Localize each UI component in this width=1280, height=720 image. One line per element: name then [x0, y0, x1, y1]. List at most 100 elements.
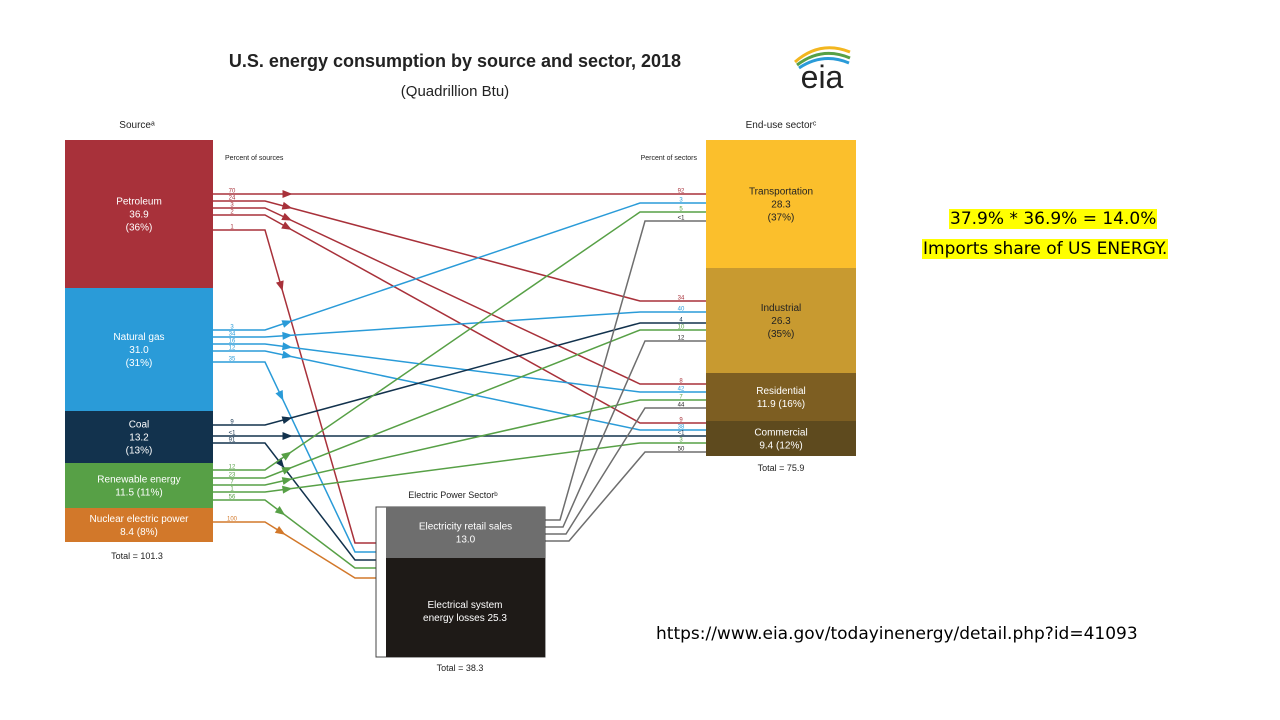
- svg-text:(31%): (31%): [126, 358, 153, 369]
- source-percent-label: 12: [229, 465, 236, 471]
- sector-percent-label: 50: [678, 447, 685, 453]
- source-percent-label: 9: [230, 420, 234, 426]
- svg-text:Renewable energy: Renewable energy: [97, 475, 180, 486]
- flow-petroleum-to-commercial: 29: [213, 210, 706, 424]
- source-url[interactable]: https://www.eia.gov/todayinenergy/detail…: [656, 624, 1138, 644]
- sector-percent-label: 10: [678, 325, 685, 331]
- flow-retail-to-transportation: <1: [545, 216, 706, 521]
- sector-percent-label: <1: [678, 216, 686, 222]
- svg-text:Industrial: Industrial: [761, 303, 802, 314]
- source-total: Total = 101.3: [111, 551, 163, 561]
- source-percent-label: <1: [229, 431, 237, 437]
- sector-box-residential: Residential 11.9 (16%): [706, 373, 856, 421]
- flow-renewable-to-transportation: 125: [213, 207, 706, 471]
- svg-text:26.3: 26.3: [771, 316, 791, 327]
- sector-percent-label: 92: [678, 189, 685, 195]
- flow-coal-to-commercial: <1 <1: [213, 431, 706, 440]
- source-percent-label: 3: [230, 203, 234, 209]
- sector-percent-label: 12: [678, 336, 685, 342]
- flow-gas-to-commercial: 12 38: [213, 346, 706, 431]
- source-percent-label: 56: [229, 495, 236, 501]
- source-box-nuclear: Nuclear electric power 8.4 (8%): [65, 508, 213, 542]
- sector-percent-label: 34: [678, 296, 685, 302]
- flow-coal-to-electric: 91: [213, 438, 376, 561]
- flow-petroleum-to-industrial: 24 34: [213, 196, 706, 302]
- boxes: Petroleum 36.9 (36%) Natural gas 31.0 (31%) Co…: [65, 140, 856, 658]
- flow-arrow-icon: [281, 201, 293, 210]
- svg-text:(37%): (37%): [768, 213, 795, 224]
- sector-percent-label: 3: [679, 198, 683, 204]
- electric-total: Total = 38.3: [437, 663, 484, 673]
- flow-nuclear-to-electric: 100: [213, 517, 376, 579]
- electric-power-header: Electric Power Sectorᵇ: [408, 490, 498, 500]
- electric-losses-box: Electrical system energy losses 25.3: [386, 558, 545, 657]
- source-percent-label: 34: [229, 332, 236, 338]
- flow-arrow-icon: [274, 457, 285, 469]
- flow-arrow-icon: [281, 416, 293, 425]
- flow-arrow-icon: [281, 320, 293, 328]
- annotation-imports: Imports share of US ENERGY.: [922, 239, 1169, 259]
- svg-text:Coal: Coal: [129, 420, 150, 431]
- source-percent-label: 3: [230, 325, 234, 331]
- flow-arrow-icon: [281, 477, 293, 485]
- sector-box-transportation: Transportation 28.3 (37%): [706, 140, 856, 268]
- flow-retail-to-residential: 44: [545, 403, 706, 535]
- flow-arrow-icon: [282, 485, 293, 494]
- sector-header: End-use sectorᶜ: [746, 120, 817, 131]
- source-percent-label: 12: [229, 346, 236, 352]
- source-percent-label: 24: [229, 196, 236, 202]
- sector-percent-label: 7: [679, 395, 683, 401]
- svg-text:11.5 (11%): 11.5 (11%): [115, 488, 162, 499]
- source-header: Sourceᵃ: [119, 120, 155, 131]
- svg-text:eia: eia: [801, 59, 844, 95]
- diagram-title: U.S. energy consumption by source and se…: [229, 51, 681, 71]
- flow-arrow-icon: [275, 389, 284, 401]
- flow-petroleum-to-electric: 1: [213, 225, 376, 544]
- svg-text:Commercial: Commercial: [754, 428, 807, 439]
- percent-of-sectors-label: Percent of sectors: [641, 155, 698, 162]
- flow-renewable-to-electric: 56: [213, 495, 376, 569]
- source-percent-label: 100: [227, 517, 238, 523]
- svg-text:(13%): (13%): [126, 446, 153, 457]
- percent-of-sources-label: Percent of sources: [225, 155, 284, 162]
- sector-percent-label: 42: [678, 387, 685, 393]
- flow-arrow-icon: [274, 506, 286, 516]
- flow-gas-to-electric: 35: [213, 357, 376, 553]
- svg-text:Electrical system: Electrical system: [427, 600, 502, 611]
- svg-text:Transportation: Transportation: [749, 187, 813, 198]
- flow-renewable-to-commercial: 13: [213, 438, 706, 494]
- sector-percent-label: 3: [679, 438, 683, 444]
- flow-petroleum-to-transportation: 70 92: [213, 189, 706, 198]
- flow-renewable-to-industrial: 23 10: [213, 325, 706, 479]
- sector-percent-label: 38: [678, 425, 685, 431]
- sector-percent-label: 4: [679, 318, 683, 324]
- svg-text:(36%): (36%): [126, 223, 153, 234]
- source-percent-label: 35: [229, 357, 236, 363]
- sector-box-industrial: Industrial 26.3 (35%): [706, 268, 856, 373]
- flow-arrow-icon: [282, 342, 293, 351]
- source-percent-label: 1: [230, 487, 234, 493]
- flow-arrow-icon: [282, 331, 293, 340]
- svg-text:11.9 (16%): 11.9 (16%): [757, 399, 805, 410]
- svg-text:31.0: 31.0: [129, 345, 149, 356]
- source-percent-label: 91: [229, 438, 236, 444]
- annotation-formula: 37.9% * 36.9% = 14.0%: [949, 209, 1158, 229]
- source-box-coal: Coal 13.2 (13%): [65, 411, 213, 463]
- flow-retail-to-commercial: 50: [545, 447, 706, 542]
- annotation-line2: Imports share of US ENERGY.: [922, 239, 1169, 259]
- flow-arrow-icon: [282, 432, 293, 440]
- diagram-subtitle: (Quadrillion Btu): [401, 83, 509, 100]
- source-percent-label: 70: [229, 189, 236, 195]
- flow-arrow-icon: [281, 467, 293, 475]
- eia-logo: eia: [794, 46, 851, 95]
- flow-arrow-icon: [275, 280, 284, 292]
- source-percent-label: 2: [230, 210, 234, 216]
- electric-retail-sales-box: Electricity retail sales 13.0: [386, 507, 545, 558]
- source-percent-label: 23: [229, 473, 236, 479]
- sector-percent-label: 9: [679, 418, 683, 424]
- source-percent-label: 7: [230, 480, 234, 486]
